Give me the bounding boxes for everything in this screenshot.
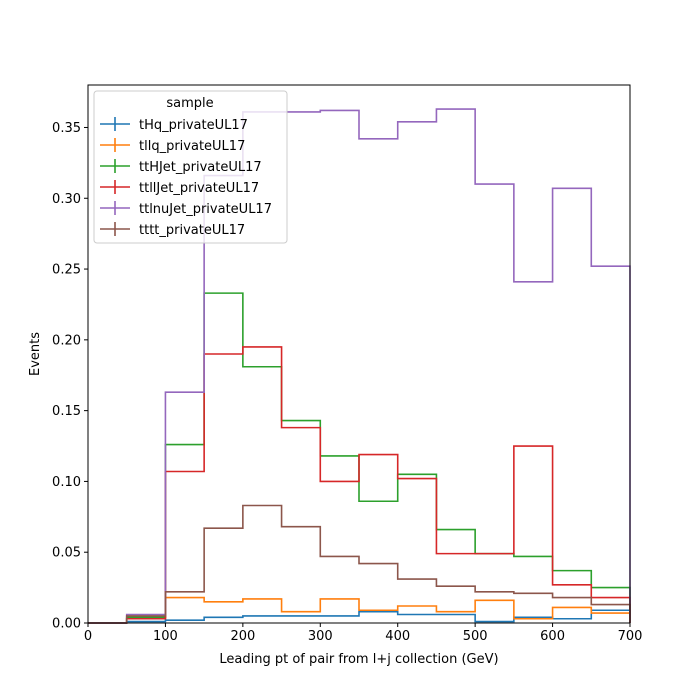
x-tick-label: 100 xyxy=(153,629,178,644)
y-tick-label: 0.05 xyxy=(52,546,81,561)
y-tick-label: 0.00 xyxy=(52,617,81,632)
plot-frame xyxy=(87,84,631,624)
series-line-ttlljet-privateul17 xyxy=(88,346,631,624)
legend-label: tHq_privateUL17 xyxy=(139,118,248,133)
legend: sample tHq_privateUL17 tllq_privateUL17tt… xyxy=(93,90,288,244)
legend-label: ttllJet_privateUL17 xyxy=(139,181,259,196)
legend-label: ttHJet_privateUL17 xyxy=(139,160,262,175)
legend-entries: tHq_privateUL17 tllq_privateUL17 ttHJet_pr… xyxy=(100,117,272,238)
series-line-ttlnujet-privateul17 xyxy=(88,108,631,624)
legend-label: tllq_privateUL17 xyxy=(139,139,245,154)
legend-entry-ttlnujet-privateul17: ttlnuJet_privateUL17 xyxy=(100,201,272,217)
x-axis: 0 100 200 300 400 500 600 700 xyxy=(84,623,643,644)
y-axis: 0.00 0.05 0.10 0.15 0.20 0.25 0.30 0.35 xyxy=(52,121,88,632)
y-tick-label: 0.35 xyxy=(52,121,81,136)
series-line-thq-privateul17 xyxy=(88,609,631,624)
y-tick-label: 0.15 xyxy=(52,404,81,419)
legend-box xyxy=(93,90,288,244)
x-tick-label: 200 xyxy=(230,629,255,644)
x-tick-label: 0 xyxy=(84,629,92,644)
x-tick-label: 600 xyxy=(540,629,565,644)
series-line-tttt-privateul17 xyxy=(88,504,631,624)
y-tick-label: 0.20 xyxy=(52,333,81,348)
legend-title: sample xyxy=(166,96,213,111)
y-tick-label: 0.10 xyxy=(52,475,81,490)
x-axis-label: Leading pt of pair from l+j collection (… xyxy=(219,652,498,667)
legend-entry-tttt-privateul17: tttt_privateUL17 xyxy=(100,222,245,238)
x-tick-label: 400 xyxy=(385,629,410,644)
x-tick-label: 700 xyxy=(618,629,643,644)
x-tick-label: 500 xyxy=(463,629,488,644)
legend-label: tttt_privateUL17 xyxy=(139,223,245,238)
legend-entry-tllq-privateul17: tllq_privateUL17 xyxy=(100,138,245,154)
legend-entry-tthjet-privateul17: ttHJet_privateUL17 xyxy=(100,159,262,175)
legend-entry-ttlljet-privateul17: ttllJet_privateUL17 xyxy=(100,180,259,196)
legend-label: ttlnuJet_privateUL17 xyxy=(139,202,272,217)
series-line-tllq-privateul17 xyxy=(88,596,631,624)
legend-entry-thq-privateul17: tHq_privateUL17 xyxy=(100,117,248,133)
y-tick-label: 0.30 xyxy=(52,192,81,207)
y-axis-label: Events xyxy=(28,332,43,376)
x-tick-label: 300 xyxy=(308,629,333,644)
y-tick-label: 0.25 xyxy=(52,263,81,278)
series-layer xyxy=(88,108,631,624)
axes-layer xyxy=(87,84,631,624)
